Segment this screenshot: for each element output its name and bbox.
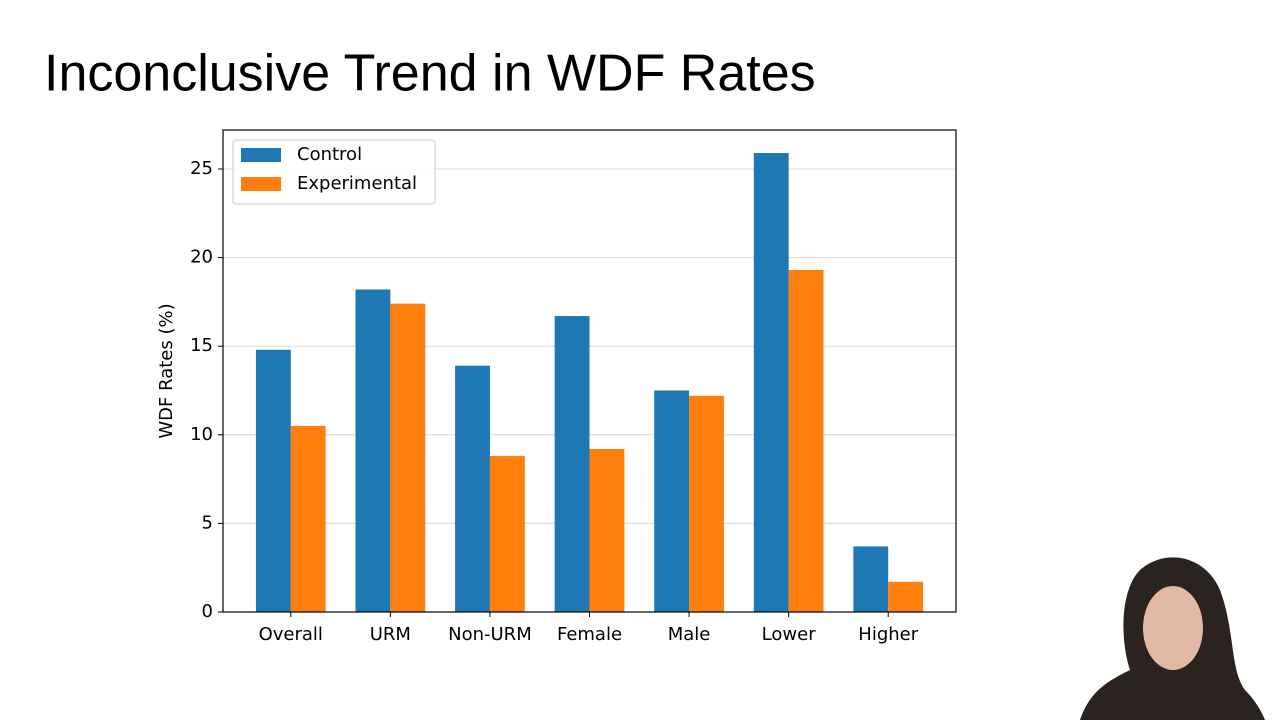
x-tick-label: Higher — [858, 624, 918, 645]
y-tick-label: 15 — [190, 335, 213, 356]
bar — [390, 303, 426, 612]
legend-box — [232, 139, 436, 205]
plot-frame — [222, 129, 957, 613]
bar — [888, 581, 924, 612]
legend-swatch — [241, 148, 281, 162]
y-tick-label: 0 — [202, 601, 213, 622]
slide-title: Inconclusive Trend in WDF Rates — [44, 45, 816, 103]
legend-label: Control — [297, 144, 362, 165]
x-tick-label: Male — [668, 624, 711, 645]
legend-swatch — [241, 177, 281, 191]
bar — [689, 395, 724, 612]
bar — [753, 153, 789, 613]
bar — [654, 390, 690, 612]
legend-label: Experimental — [297, 173, 417, 194]
y-tick-label: 25 — [190, 158, 213, 179]
x-tick-label: URM — [370, 624, 411, 645]
presenter — [1080, 557, 1265, 720]
x-tick-label: Non-URM — [448, 624, 532, 645]
y-tick-label: 10 — [190, 424, 213, 445]
x-tick-label: Female — [557, 624, 622, 645]
x-tick-label: Lower — [762, 624, 817, 645]
y-axis-label: WDF Rates (%) — [156, 303, 177, 438]
bar — [489, 456, 525, 612]
bar — [290, 425, 326, 612]
bar — [853, 546, 889, 612]
bar — [589, 448, 625, 612]
bar — [554, 316, 590, 612]
bar — [355, 289, 391, 612]
bar — [455, 365, 490, 612]
y-tick-label: 5 — [202, 512, 213, 533]
y-tick-label: 20 — [190, 247, 213, 268]
bar — [788, 269, 824, 612]
bar — [255, 349, 291, 612]
x-tick-label: Overall — [259, 624, 323, 645]
